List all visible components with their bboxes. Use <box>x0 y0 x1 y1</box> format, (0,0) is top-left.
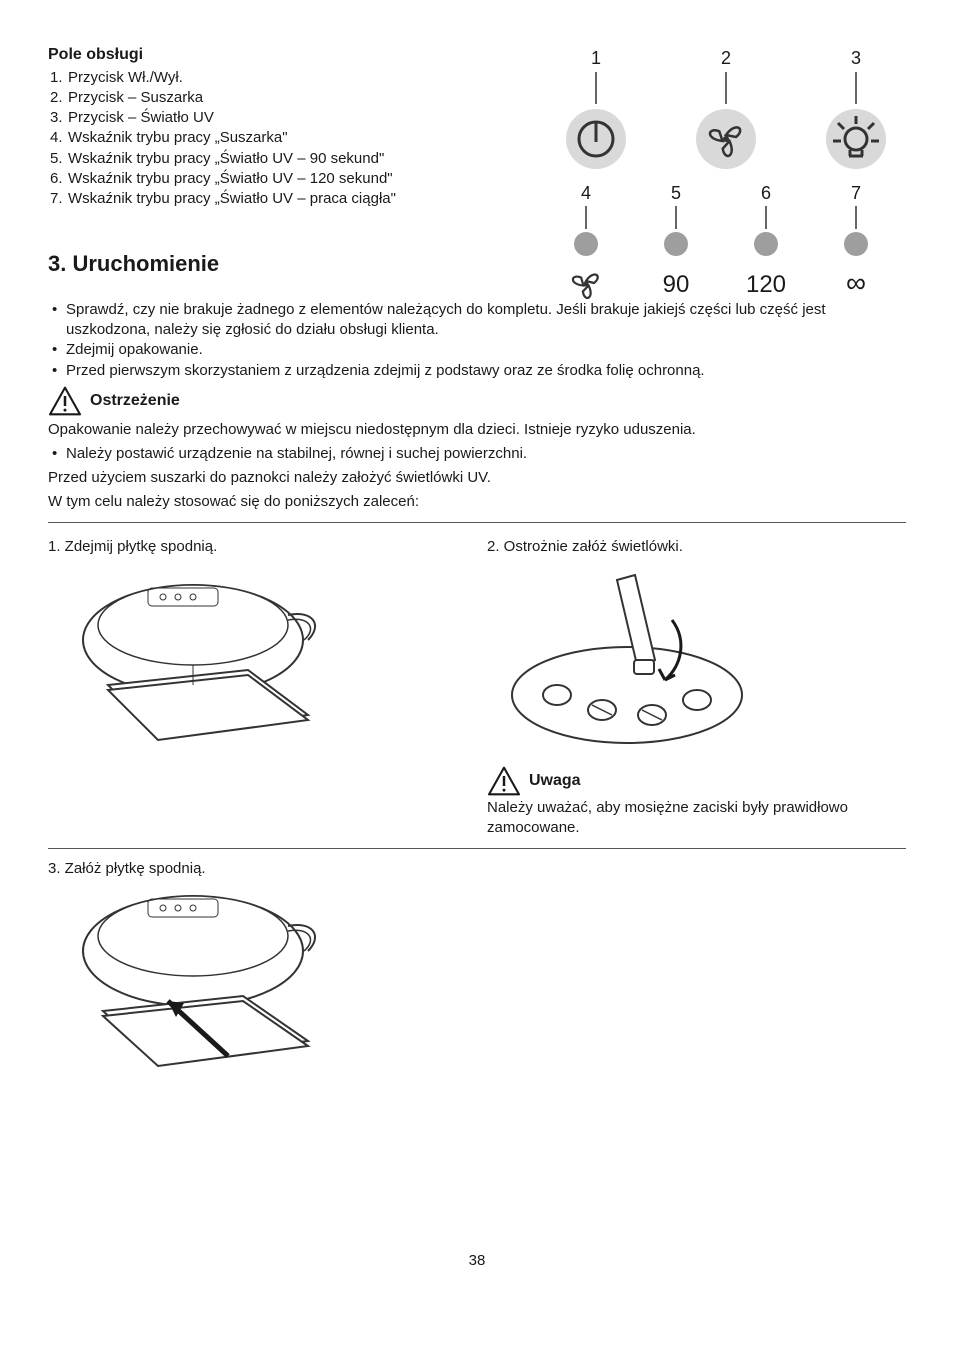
warning-label: Ostrzeżenie <box>90 390 180 412</box>
list-item: Przed pierwszym skorzystaniem z urządzen… <box>52 361 906 381</box>
diagram-label-4: 4 <box>581 183 591 203</box>
list-item: 7.Wskaźnik trybu pracy „Światło UV – pra… <box>50 189 536 209</box>
divider <box>48 848 906 849</box>
step2-illustration <box>487 560 777 760</box>
diagram-label-7: 7 <box>851 183 861 203</box>
list-item: Zdejmij opakowanie. <box>52 340 906 360</box>
step3-illustration <box>48 881 338 1081</box>
list-item: Należy postawić urządzenie na stabilnej,… <box>52 444 906 464</box>
step2-label: 2. Ostrożnie załóż świetlówki. <box>487 537 906 557</box>
list-item: 1.Przycisk Wł./Wył. <box>50 68 536 88</box>
bullets-a: Sprawdź, czy nie brakuje żadnego z eleme… <box>48 300 906 380</box>
warning-icon <box>48 386 82 416</box>
list-item: 6.Wskaźnik trybu pracy „Światło UV – 120… <box>50 169 536 189</box>
value-infinity: ∞ <box>846 267 866 298</box>
list-item: 2.Przycisk – Suszarka <box>50 88 536 108</box>
diagram-label-5: 5 <box>671 183 681 203</box>
caution-text: Należy uważać, aby mosiężne zaciski były… <box>487 798 906 839</box>
warning-text: Opakowanie należy przechowywać w miejscu… <box>48 420 906 440</box>
step1-label: 1. Zdejmij płytkę spodnią. <box>48 537 467 557</box>
controls-list: 1.Przycisk Wł./Wył. 2.Przycisk – Suszark… <box>48 68 536 210</box>
diagram-label-3: 3 <box>851 48 861 68</box>
step3-label: 3. Załóż płytkę spodnią. <box>48 859 906 879</box>
intro-line-1: Przed użyciem suszarki do paznokci należ… <box>48 468 906 488</box>
list-item: 4.Wskaźnik trybu pracy „Suszarka" <box>50 128 536 148</box>
diagram-label-6: 6 <box>761 183 771 203</box>
caution-label: Uwaga <box>529 770 581 792</box>
control-panel-diagram: 1 2 3 <box>546 44 906 299</box>
page-number: 38 <box>48 1251 906 1271</box>
list-item: Sprawdź, czy nie brakuje żadnego z eleme… <box>52 300 906 339</box>
diagram-label-1: 1 <box>591 48 601 68</box>
bullets-b: Należy postawić urządzenie na stabilnej,… <box>48 444 906 464</box>
fan-icon-small <box>572 274 598 299</box>
value-90: 90 <box>663 271 690 298</box>
list-item: 5.Wskaźnik trybu pracy „Światło UV – 90 … <box>50 149 536 169</box>
section-heading: 3. Uruchomienie <box>48 249 536 279</box>
list-item: 3.Przycisk – Światło UV <box>50 108 536 128</box>
divider <box>48 522 906 523</box>
step1-illustration <box>48 560 338 760</box>
caution-icon <box>487 766 521 796</box>
diagram-label-2: 2 <box>721 48 731 68</box>
value-120: 120 <box>746 271 786 298</box>
intro-line-2: W tym celu należy stosować się do poniżs… <box>48 492 906 512</box>
controls-heading: Pole obsługi <box>48 44 536 66</box>
